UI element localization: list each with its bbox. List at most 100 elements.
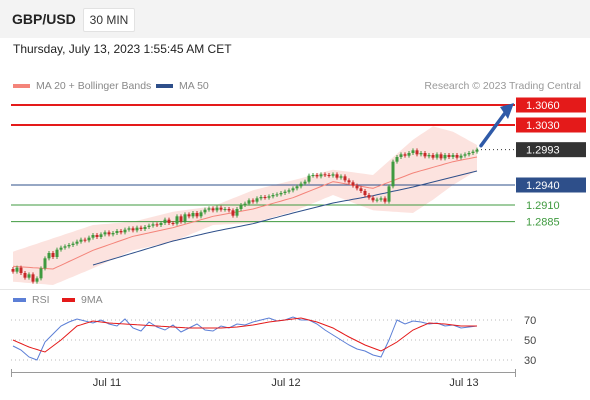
candle-body [223,209,227,210]
candle-body [39,268,43,279]
level-label-1.2993: 1.2993 [526,145,560,157]
candle-body [215,207,219,211]
level-tag-1.2993 [516,142,586,158]
candle-body [195,213,199,217]
timeframe-button[interactable]: 30 MIN [83,8,135,32]
candle-body [247,200,251,204]
candle-body [395,157,399,162]
candle-body [135,227,139,231]
candle-body [463,154,467,156]
candle-body [355,185,359,189]
timestamp: Thursday, July 13, 2023 1:55:45 AM CET [13,42,232,56]
candle-body [163,219,167,223]
ma20-swatch [13,84,30,89]
target-arrow-head [500,103,514,119]
candle-body [383,198,387,202]
candle-body [107,232,111,235]
candle-body [475,149,479,152]
candle-body [287,190,291,192]
x-tick-label: Jul 11 [93,377,122,389]
level-label-1.2940: 1.2940 [526,180,560,192]
ma9-line [12,317,477,353]
candle-body [159,223,163,225]
candle-body [403,154,407,156]
candle-body [171,223,175,224]
level-label-1.2910: 1.2910 [526,200,560,212]
candle-body [319,174,323,177]
candle-body [387,186,391,202]
candle-body [199,212,203,217]
candle-body [139,227,143,229]
ma9-swatch [62,298,75,303]
candle-body [239,205,243,209]
candle-body [411,150,415,153]
candle-body [83,239,87,241]
rsi-tick-label: 50 [524,335,536,347]
candle-body [203,209,207,213]
candle-body [79,239,83,242]
candle-body [459,155,463,158]
candle-body [443,155,447,159]
level-tag-1.3060 [516,97,586,113]
candle-body [339,176,343,178]
candle-body [59,247,63,250]
candle-body [115,231,119,233]
candle-body [63,246,67,248]
candle-body [47,253,51,259]
candle-body [127,228,131,230]
candle-body [347,180,351,183]
candle-body [251,200,255,202]
candle-body [343,176,347,181]
candle-body [51,253,55,257]
level-label-1.2885: 1.2885 [526,217,560,229]
candle-body [15,267,19,272]
x-tick-label: Jul 12 [271,377,300,389]
candle-body [99,234,103,237]
legend-ma20-label: MA 20 + Bollinger Bands [36,80,152,92]
candle-body [227,209,231,211]
candle-body [259,197,263,199]
candle-body [43,258,47,269]
candle-body [439,154,443,159]
candle-body [423,153,427,157]
legend-9ma-label: 9MA [81,294,103,306]
candle-body [55,249,59,257]
candle-body [23,273,27,278]
candle-body [167,219,171,223]
candle-body [375,199,379,201]
candle-body [335,174,339,178]
candle-body [155,224,159,226]
legend-rsi: RSI [13,294,50,306]
candle-body [123,229,127,233]
x-tick-label: Jul 13 [449,377,478,389]
candle-body [91,235,95,238]
ma50-swatch [156,84,173,89]
candle-body [31,274,35,282]
candle-body [35,278,39,282]
candle-body [87,237,91,241]
candle-body [323,174,327,176]
candle-body [67,245,71,247]
rsi-tick-label: 70 [524,315,536,327]
candle-body [419,153,423,155]
rsi-swatch [13,298,26,303]
ma20-line [12,156,478,270]
level-tag-1.3030 [516,117,586,133]
level-label-1.3030: 1.3030 [526,120,560,132]
legend-9ma: 9MA [62,294,103,306]
rsi-line [12,316,478,361]
rsi-tick-label: 30 [524,355,536,367]
candle-body [351,182,355,186]
candle-body [11,269,15,272]
candle-body [367,195,371,198]
candle-body [207,208,211,210]
candle-body [427,155,431,157]
candle-body [111,233,115,235]
candle-body [363,191,367,195]
candle-body [447,155,451,157]
candle-body [19,267,23,273]
candle-body [307,175,311,182]
candle-body [311,175,315,176]
legend-ma50: MA 50 [156,80,209,92]
